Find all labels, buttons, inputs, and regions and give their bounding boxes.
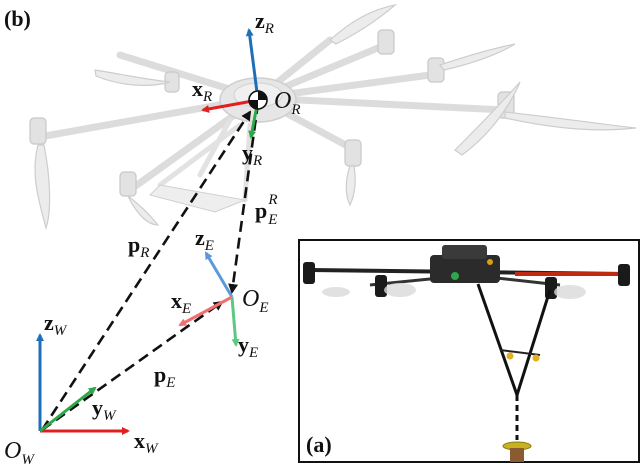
photo-motor <box>618 264 630 286</box>
world-y-axis <box>39 386 97 433</box>
ee-origin-label: OE <box>242 286 269 316</box>
robot-y-label: yR <box>242 140 262 169</box>
vector-p-e-r <box>228 102 260 294</box>
robot-z-label: zR <box>255 8 274 37</box>
vector-p-e-r-label: pER <box>255 192 278 228</box>
ee-x-axis <box>178 295 233 327</box>
ee-y-axis <box>230 296 240 347</box>
photo-motor <box>303 262 315 284</box>
ee-z-axis <box>204 251 234 298</box>
ee-y-label: yE <box>238 332 258 361</box>
ee-x-label: xE <box>171 288 191 317</box>
robot-origin-label: OR <box>274 88 301 118</box>
photo-suspended-arm <box>476 283 519 396</box>
photo-inset: (a) <box>298 239 640 463</box>
world-origin-label: OW <box>4 438 35 464</box>
robot-x-label: xR <box>192 76 212 105</box>
robot-origin-marker <box>248 90 268 110</box>
world-z-label: zW <box>44 310 68 339</box>
vector-p-e <box>41 300 224 432</box>
vector-p-r-label: pR <box>128 232 149 261</box>
vector-p-r <box>40 110 252 431</box>
end-effector-frame <box>178 251 240 347</box>
photo-hub <box>430 255 500 283</box>
ee-z-label: zE <box>195 225 214 254</box>
panel-b-tag: (b) <box>4 6 31 31</box>
robot-frame <box>201 28 268 139</box>
vector-p-e-label: pE <box>154 362 175 391</box>
world-x-label: xW <box>134 428 159 457</box>
world-y-label: yW <box>92 395 117 424</box>
world-frame <box>36 333 130 435</box>
position-vectors <box>40 102 260 432</box>
drone-illustration <box>29 3 637 231</box>
panel-a-tag: (a) <box>306 432 332 457</box>
robot-z-axis <box>245 28 260 101</box>
photo-motor <box>375 275 387 297</box>
